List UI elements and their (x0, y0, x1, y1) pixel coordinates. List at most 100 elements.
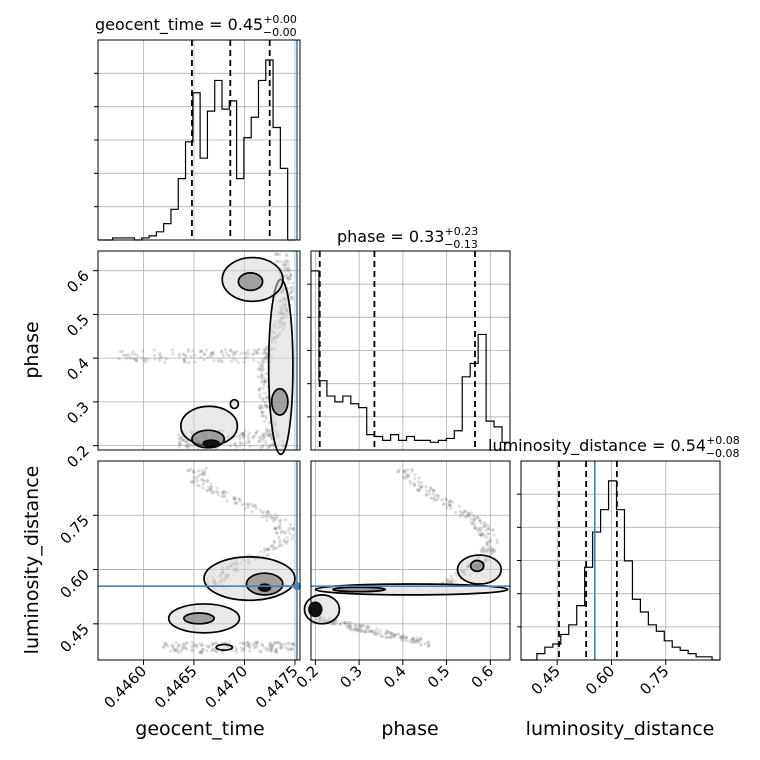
scatter-point (214, 490, 218, 494)
scatter-point (212, 649, 216, 653)
scatter-point (246, 644, 251, 648)
scatter-point (287, 641, 291, 645)
scatter-point (418, 642, 422, 646)
scatter-point (339, 621, 343, 625)
scatter-point (200, 647, 204, 652)
scatter-point (268, 642, 272, 646)
scatter-point (254, 350, 258, 355)
scatter-point (419, 643, 423, 648)
scatter-point (364, 627, 368, 631)
scatter-point (418, 636, 422, 641)
x-tick-label: 0.4470 (201, 662, 251, 712)
panel-geocent_time-vs-luminosity_distance (97, 460, 301, 661)
panel-frame (97, 39, 301, 241)
scatter-point (288, 274, 292, 278)
scatter-point (211, 641, 215, 645)
scatter-point (242, 442, 246, 446)
x-tick-label: 0.4 (380, 662, 410, 692)
scatter-point (281, 260, 286, 264)
scatter-point (260, 433, 264, 438)
scatter-point (206, 489, 210, 493)
scatter-point (160, 355, 164, 359)
scatter-point (269, 544, 273, 548)
scatter-point (417, 480, 421, 484)
scatter-point (338, 622, 342, 627)
scatter-point (416, 638, 421, 643)
scatter-point (202, 352, 206, 356)
scatter-point (266, 428, 270, 432)
scatter-point (251, 436, 255, 440)
scatter-point (360, 628, 364, 632)
scatter-point (386, 629, 390, 633)
scatter-point (207, 645, 211, 649)
scatter-point (180, 648, 184, 652)
scatter-point (353, 623, 357, 627)
scatter-point (222, 493, 226, 498)
scatter-point (242, 641, 246, 645)
scatter-point (261, 361, 265, 365)
contour (237, 272, 264, 292)
y-tick-label: 0.3 (63, 398, 93, 428)
scatter-point (397, 468, 401, 472)
scatter-point (266, 547, 271, 551)
scatter-point (261, 405, 265, 410)
scatter-point (276, 545, 280, 549)
scatter-point (270, 544, 274, 549)
histogram-panel-luminosity_distance: luminosity_distance = 0.54+0.08 −0.08 (488, 434, 740, 661)
scatter-point (180, 438, 184, 443)
scatter-point (265, 344, 269, 349)
scatter-point (282, 537, 286, 542)
scatter-point (447, 500, 452, 504)
scatter-point (270, 515, 275, 519)
scatter-point (436, 494, 440, 499)
scatter-point (414, 639, 418, 643)
scatter-point (277, 641, 281, 645)
scatter-point (253, 644, 257, 648)
scatter-point (479, 549, 483, 553)
scatter-point (178, 442, 182, 446)
scatter-point (265, 510, 269, 515)
scatter-point (290, 641, 294, 646)
scatter-point (488, 548, 493, 552)
scatter-point (467, 511, 471, 515)
scatter-point (263, 351, 267, 355)
scatter-point (199, 349, 203, 353)
scatter-point (231, 353, 235, 357)
scatter-point (411, 637, 415, 641)
scatter-point (424, 493, 429, 497)
scatter-point (142, 358, 146, 362)
scatter-point (121, 353, 125, 357)
scatter-point (412, 484, 417, 488)
scatter-point (282, 530, 287, 534)
scatter-point (241, 432, 245, 436)
scatter-point (144, 360, 148, 364)
scatter-point (205, 488, 209, 493)
scatter-point (284, 518, 288, 522)
scatter-point (260, 411, 264, 415)
scatter-point (291, 642, 295, 646)
scatter-point (232, 495, 237, 499)
scatter-point (260, 365, 264, 370)
scatter-point (210, 643, 214, 647)
scatter-point (263, 400, 267, 404)
scatter-point (222, 355, 226, 359)
scatter-point (163, 641, 167, 645)
scatter-point (384, 632, 388, 636)
scatter-point (464, 515, 468, 519)
scatter-point (196, 483, 200, 488)
scatter-point (191, 349, 195, 353)
y-tick-label: 0.4 (63, 354, 93, 384)
scatter-point (392, 633, 397, 637)
scatter-point (180, 436, 184, 440)
scatter-point (342, 620, 346, 624)
scatter-point (203, 469, 207, 473)
scatter-point (133, 357, 137, 361)
scatter-point (239, 441, 243, 445)
scatter-point (269, 434, 273, 438)
y-axis-label-luminosity_distance: luminosity_distance (21, 466, 43, 655)
scatter-point (211, 491, 216, 495)
scatter-point (227, 354, 232, 358)
scatter-point (129, 356, 133, 361)
scatter-point (486, 550, 490, 554)
panel-frame (97, 250, 301, 451)
